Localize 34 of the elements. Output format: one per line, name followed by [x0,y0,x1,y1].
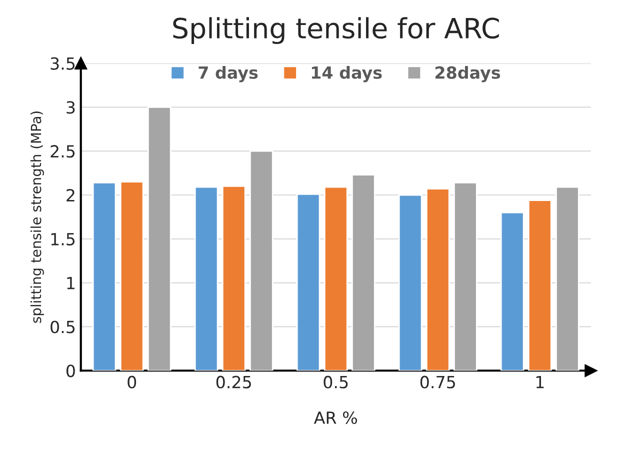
bar [222,186,246,371]
bar [528,200,552,371]
x-tick-label: 0 [128,376,136,388]
bar [426,188,450,371]
x-tick-label: 0.75 [420,376,455,388]
bar [398,194,422,371]
bar [324,186,348,371]
y-tick-label: 1.5 [51,233,75,246]
x-axis-title: AR % [314,411,358,424]
bar [500,212,524,371]
bar [250,150,274,371]
bar [120,181,144,371]
x-tick-label: 0.5 [324,376,348,388]
bar [194,186,218,371]
legend-label: 7 days [198,66,258,82]
y-tick-label: 3.5 [50,57,75,70]
bar [92,182,116,371]
legend-label: 14 days [312,66,382,82]
y-tick-label: 0.5 [50,320,75,334]
y-tick-label: 2 [66,188,74,202]
y-axis-title: splitting tensile strength (MPa) [30,112,44,323]
y-tick-label: 0 [66,364,75,378]
bar [454,182,478,371]
y-tick-label: 2.5 [50,145,75,158]
bar [556,186,580,371]
legend-label: 28days [436,66,500,82]
x-tick-label: 1 [536,376,544,388]
x-tick-label: 0.25 [216,376,251,388]
chart-title: Splitting tensile for ARC [173,17,499,44]
bar [352,174,376,371]
bar [147,106,172,371]
y-tick-label: 3 [66,101,75,114]
bar [296,193,320,371]
y-tick-label: 1 [67,277,74,290]
